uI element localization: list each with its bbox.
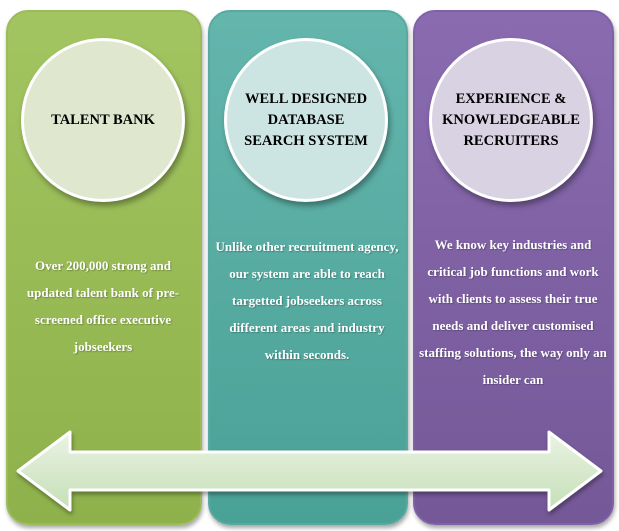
double-arrow-icon [16, 430, 603, 512]
search-system-title: WELL DESIGNED DATABASE SEARCH SYSTEM [244, 90, 368, 149]
recruiters-title: EXPERIENCE & KNOWLEDGEABLE RECRUITERS [442, 90, 580, 149]
talent-bank-title: TALENT BANK [51, 111, 155, 128]
talent-bank-description: Over 200,000 strong and updated talent b… [26, 258, 180, 354]
recruiters-circle: EXPERIENCE & KNOWLEDGEABLE RECRUITERS [429, 38, 593, 202]
search-system-description: Unlike other recruitment agency, our sys… [215, 239, 399, 362]
search-system-circle: WELL DESIGNED DATABASE SEARCH SYSTEM [224, 38, 388, 202]
recruiters-description: We know key industries and critical job … [419, 237, 607, 387]
talent-bank-circle: TALENT BANK [21, 38, 185, 202]
